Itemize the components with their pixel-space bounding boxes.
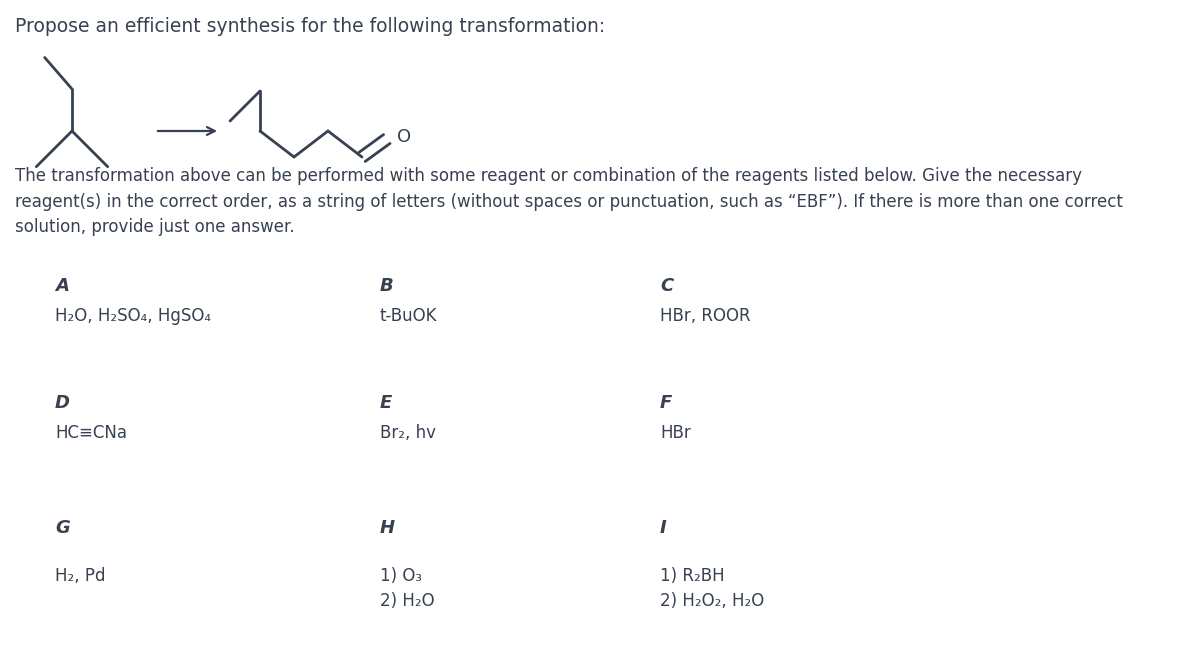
Text: E: E <box>380 394 392 412</box>
Text: G: G <box>55 519 70 537</box>
Text: 1) O₃
2) H₂O: 1) O₃ 2) H₂O <box>380 567 434 610</box>
Text: O: O <box>397 128 410 146</box>
Text: F: F <box>660 394 672 412</box>
Text: HBr: HBr <box>660 424 691 442</box>
Text: H₂O, H₂SO₄, HgSO₄: H₂O, H₂SO₄, HgSO₄ <box>55 307 211 325</box>
Text: Propose an efficient synthesis for the following transformation:: Propose an efficient synthesis for the f… <box>14 17 605 36</box>
Text: 1) R₂BH
2) H₂O₂, H₂O: 1) R₂BH 2) H₂O₂, H₂O <box>660 567 764 610</box>
Text: A: A <box>55 277 68 295</box>
Text: B: B <box>380 277 394 295</box>
Text: C: C <box>660 277 673 295</box>
Text: HBr, ROOR: HBr, ROOR <box>660 307 751 325</box>
Text: HC≡CNa: HC≡CNa <box>55 424 127 442</box>
Text: H: H <box>380 519 395 537</box>
Text: D: D <box>55 394 70 412</box>
Text: I: I <box>660 519 667 537</box>
Text: The transformation above can be performed with some reagent or combination of th: The transformation above can be performe… <box>14 167 1123 236</box>
Text: H₂, Pd: H₂, Pd <box>55 567 106 585</box>
Text: Br₂, hv: Br₂, hv <box>380 424 436 442</box>
Text: t-BuOK: t-BuOK <box>380 307 438 325</box>
